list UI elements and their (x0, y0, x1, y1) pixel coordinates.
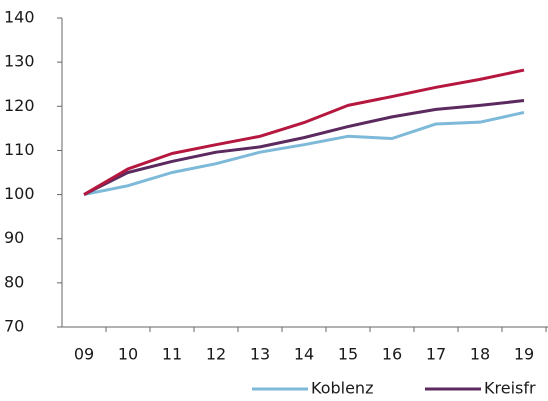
x-tick-label: 10 (118, 345, 138, 364)
x-tick-label: 16 (382, 345, 402, 364)
x-tick-label: 15 (338, 345, 358, 364)
x-tick-label: 19 (514, 345, 534, 364)
legend-label: Kreisfr (484, 379, 536, 398)
x-tick-label: 11 (162, 345, 182, 364)
y-tick-label: 100 (4, 184, 35, 203)
line-series (83, 111, 525, 197)
y-tick-label: 90 (4, 228, 24, 247)
y-tick-label: 110 (4, 140, 35, 159)
x-tick-label: 09 (74, 345, 94, 364)
y-tick-label: 80 (4, 272, 24, 291)
line-series (83, 99, 525, 196)
x-tick-label: 18 (470, 345, 490, 364)
line-series (83, 68, 525, 196)
x-tick-label: 14 (294, 345, 314, 364)
legend-label: Koblenz (311, 379, 373, 398)
x-tick-label: 17 (426, 345, 446, 364)
y-tick-label: 120 (4, 96, 35, 115)
x-tick-label: 13 (250, 345, 270, 364)
y-tick-label: 130 (4, 52, 35, 71)
x-tick-label: 12 (206, 345, 226, 364)
y-tick-label: 70 (4, 317, 24, 336)
y-tick-label: 140 (4, 8, 35, 27)
